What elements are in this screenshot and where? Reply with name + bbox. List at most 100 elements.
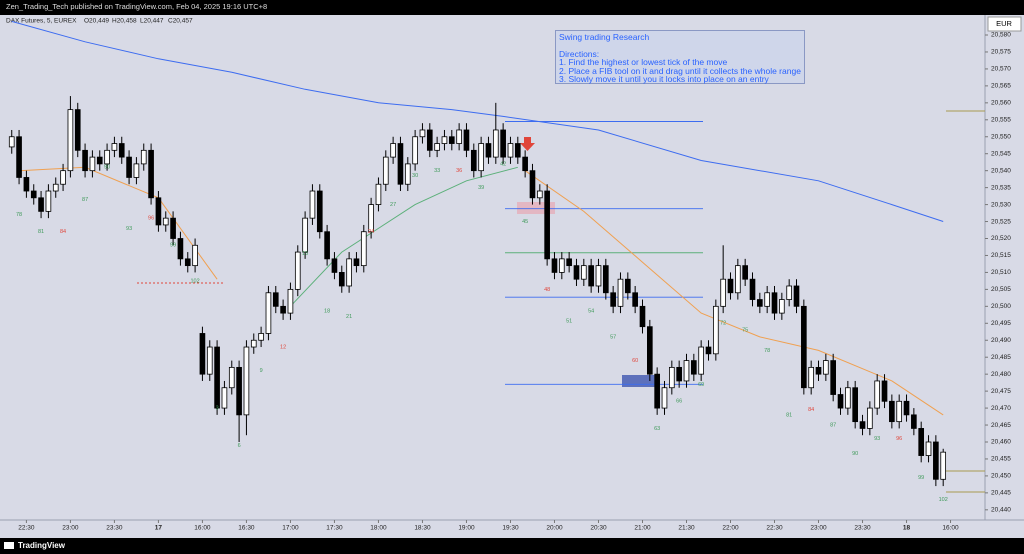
bar-count: 54 bbox=[588, 309, 594, 315]
candle-body bbox=[595, 265, 602, 287]
y-tick-label: 20,560 bbox=[991, 100, 1011, 107]
bar-count: 99 bbox=[170, 243, 176, 249]
y-tick-label: 20,565 bbox=[991, 83, 1011, 90]
candle-body bbox=[294, 251, 301, 290]
bar-count: 84 bbox=[60, 229, 66, 235]
note-line: 2. Place a FIB tool on it and drag until… bbox=[559, 65, 801, 76]
candle-body bbox=[206, 346, 213, 375]
moving-average bbox=[19, 166, 944, 416]
currency-box bbox=[987, 16, 1022, 32]
candle-body bbox=[522, 156, 528, 172]
bar-count: 90 bbox=[104, 165, 110, 171]
bar-count: 72 bbox=[720, 321, 726, 327]
bar-count: 24 bbox=[368, 229, 374, 235]
candle-body bbox=[492, 129, 499, 158]
candle-body bbox=[639, 305, 646, 328]
y-tick-label: 20,505 bbox=[991, 286, 1011, 293]
x-tick-label: 23:00 bbox=[810, 525, 827, 532]
bar-count: 39 bbox=[478, 185, 484, 191]
y-tick-label: 20,515 bbox=[991, 252, 1011, 259]
x-tick-label: 19:00 bbox=[458, 525, 475, 532]
candle-body bbox=[786, 285, 792, 300]
y-tick-label: 20,545 bbox=[991, 150, 1011, 157]
x-tick-label: 23:30 bbox=[854, 525, 871, 532]
candle-body bbox=[536, 190, 543, 199]
logo-icon bbox=[4, 542, 14, 549]
candle-body bbox=[808, 366, 814, 389]
candle-body bbox=[779, 299, 785, 314]
candle-body bbox=[705, 346, 712, 355]
candle-body bbox=[250, 339, 257, 348]
x-tick-label: 23:30 bbox=[106, 525, 123, 532]
bar-count: 30 bbox=[412, 173, 418, 179]
candle-body bbox=[126, 156, 132, 178]
candle-body bbox=[485, 143, 492, 158]
legend-ohlc: C20,457 bbox=[168, 18, 193, 25]
bar-count: 96 bbox=[148, 216, 154, 222]
candle-body bbox=[558, 258, 565, 273]
candle-body bbox=[104, 149, 110, 165]
candle-body bbox=[610, 292, 616, 307]
candle-body bbox=[140, 149, 147, 165]
candle-body bbox=[507, 143, 514, 158]
candle-body bbox=[434, 143, 440, 151]
note-box: Swing trading Research Directions: 1. Fi… bbox=[555, 30, 805, 84]
legend-ohlc: O20,449 bbox=[84, 18, 109, 25]
x-tick-label: 16:00 bbox=[194, 525, 211, 532]
candle-body bbox=[184, 258, 191, 267]
candle-body bbox=[133, 163, 140, 178]
candle-body bbox=[588, 265, 594, 287]
candle-body bbox=[60, 170, 66, 185]
candle-body bbox=[727, 278, 734, 294]
candle-body bbox=[573, 265, 580, 280]
candle-body bbox=[903, 400, 910, 416]
candle-body bbox=[331, 258, 338, 273]
bar-count: 45 bbox=[522, 219, 528, 225]
bar-count: 81 bbox=[38, 229, 44, 235]
bar-count: 42 bbox=[500, 161, 506, 167]
candle-body bbox=[830, 360, 836, 395]
y-tick-label: 20,530 bbox=[991, 201, 1011, 208]
bar-count: 87 bbox=[830, 422, 836, 428]
bar-count: 75 bbox=[742, 328, 748, 334]
candle-body bbox=[845, 387, 851, 409]
x-tick-label: 22:30 bbox=[18, 525, 35, 532]
y-tick-label: 20,540 bbox=[991, 167, 1011, 174]
candle-body bbox=[375, 183, 382, 205]
candle-body bbox=[412, 136, 418, 165]
candle-body bbox=[500, 129, 506, 158]
y-tick-label: 20,580 bbox=[991, 32, 1011, 39]
y-tick-label: 20,570 bbox=[991, 66, 1011, 73]
candle-body bbox=[852, 387, 859, 423]
note-line: 1. Find the highest or lowest tick of th… bbox=[559, 57, 728, 68]
candle-body bbox=[8, 136, 15, 148]
candle-body bbox=[30, 190, 37, 199]
candle-body bbox=[713, 305, 719, 355]
bar-count: 12 bbox=[280, 344, 286, 350]
candle-body bbox=[192, 244, 198, 267]
candle-body bbox=[529, 170, 536, 199]
candle-body bbox=[353, 258, 360, 267]
candle-body bbox=[764, 292, 770, 307]
bar-count: 63 bbox=[654, 426, 660, 432]
candle-body bbox=[544, 190, 550, 260]
candle-body bbox=[456, 129, 462, 144]
bar-count: 6 bbox=[238, 443, 241, 449]
y-tick-label: 20,475 bbox=[991, 388, 1011, 395]
bar-count: 87 bbox=[82, 197, 88, 203]
candle-body bbox=[199, 333, 206, 375]
bar-count: 33 bbox=[434, 168, 440, 174]
candle-body bbox=[691, 360, 697, 375]
bar-count: 48 bbox=[544, 287, 550, 293]
candle-body bbox=[551, 258, 558, 273]
candle-body bbox=[162, 217, 169, 226]
candle-body bbox=[647, 326, 653, 375]
y-tick-label: 20,520 bbox=[991, 235, 1011, 242]
candle-body bbox=[896, 400, 903, 423]
bar-count: 81 bbox=[786, 412, 792, 418]
candle-body bbox=[867, 407, 873, 429]
candle-body bbox=[463, 129, 470, 151]
candle-body bbox=[324, 231, 330, 260]
candle-body bbox=[426, 129, 433, 151]
candle-body bbox=[111, 143, 118, 151]
